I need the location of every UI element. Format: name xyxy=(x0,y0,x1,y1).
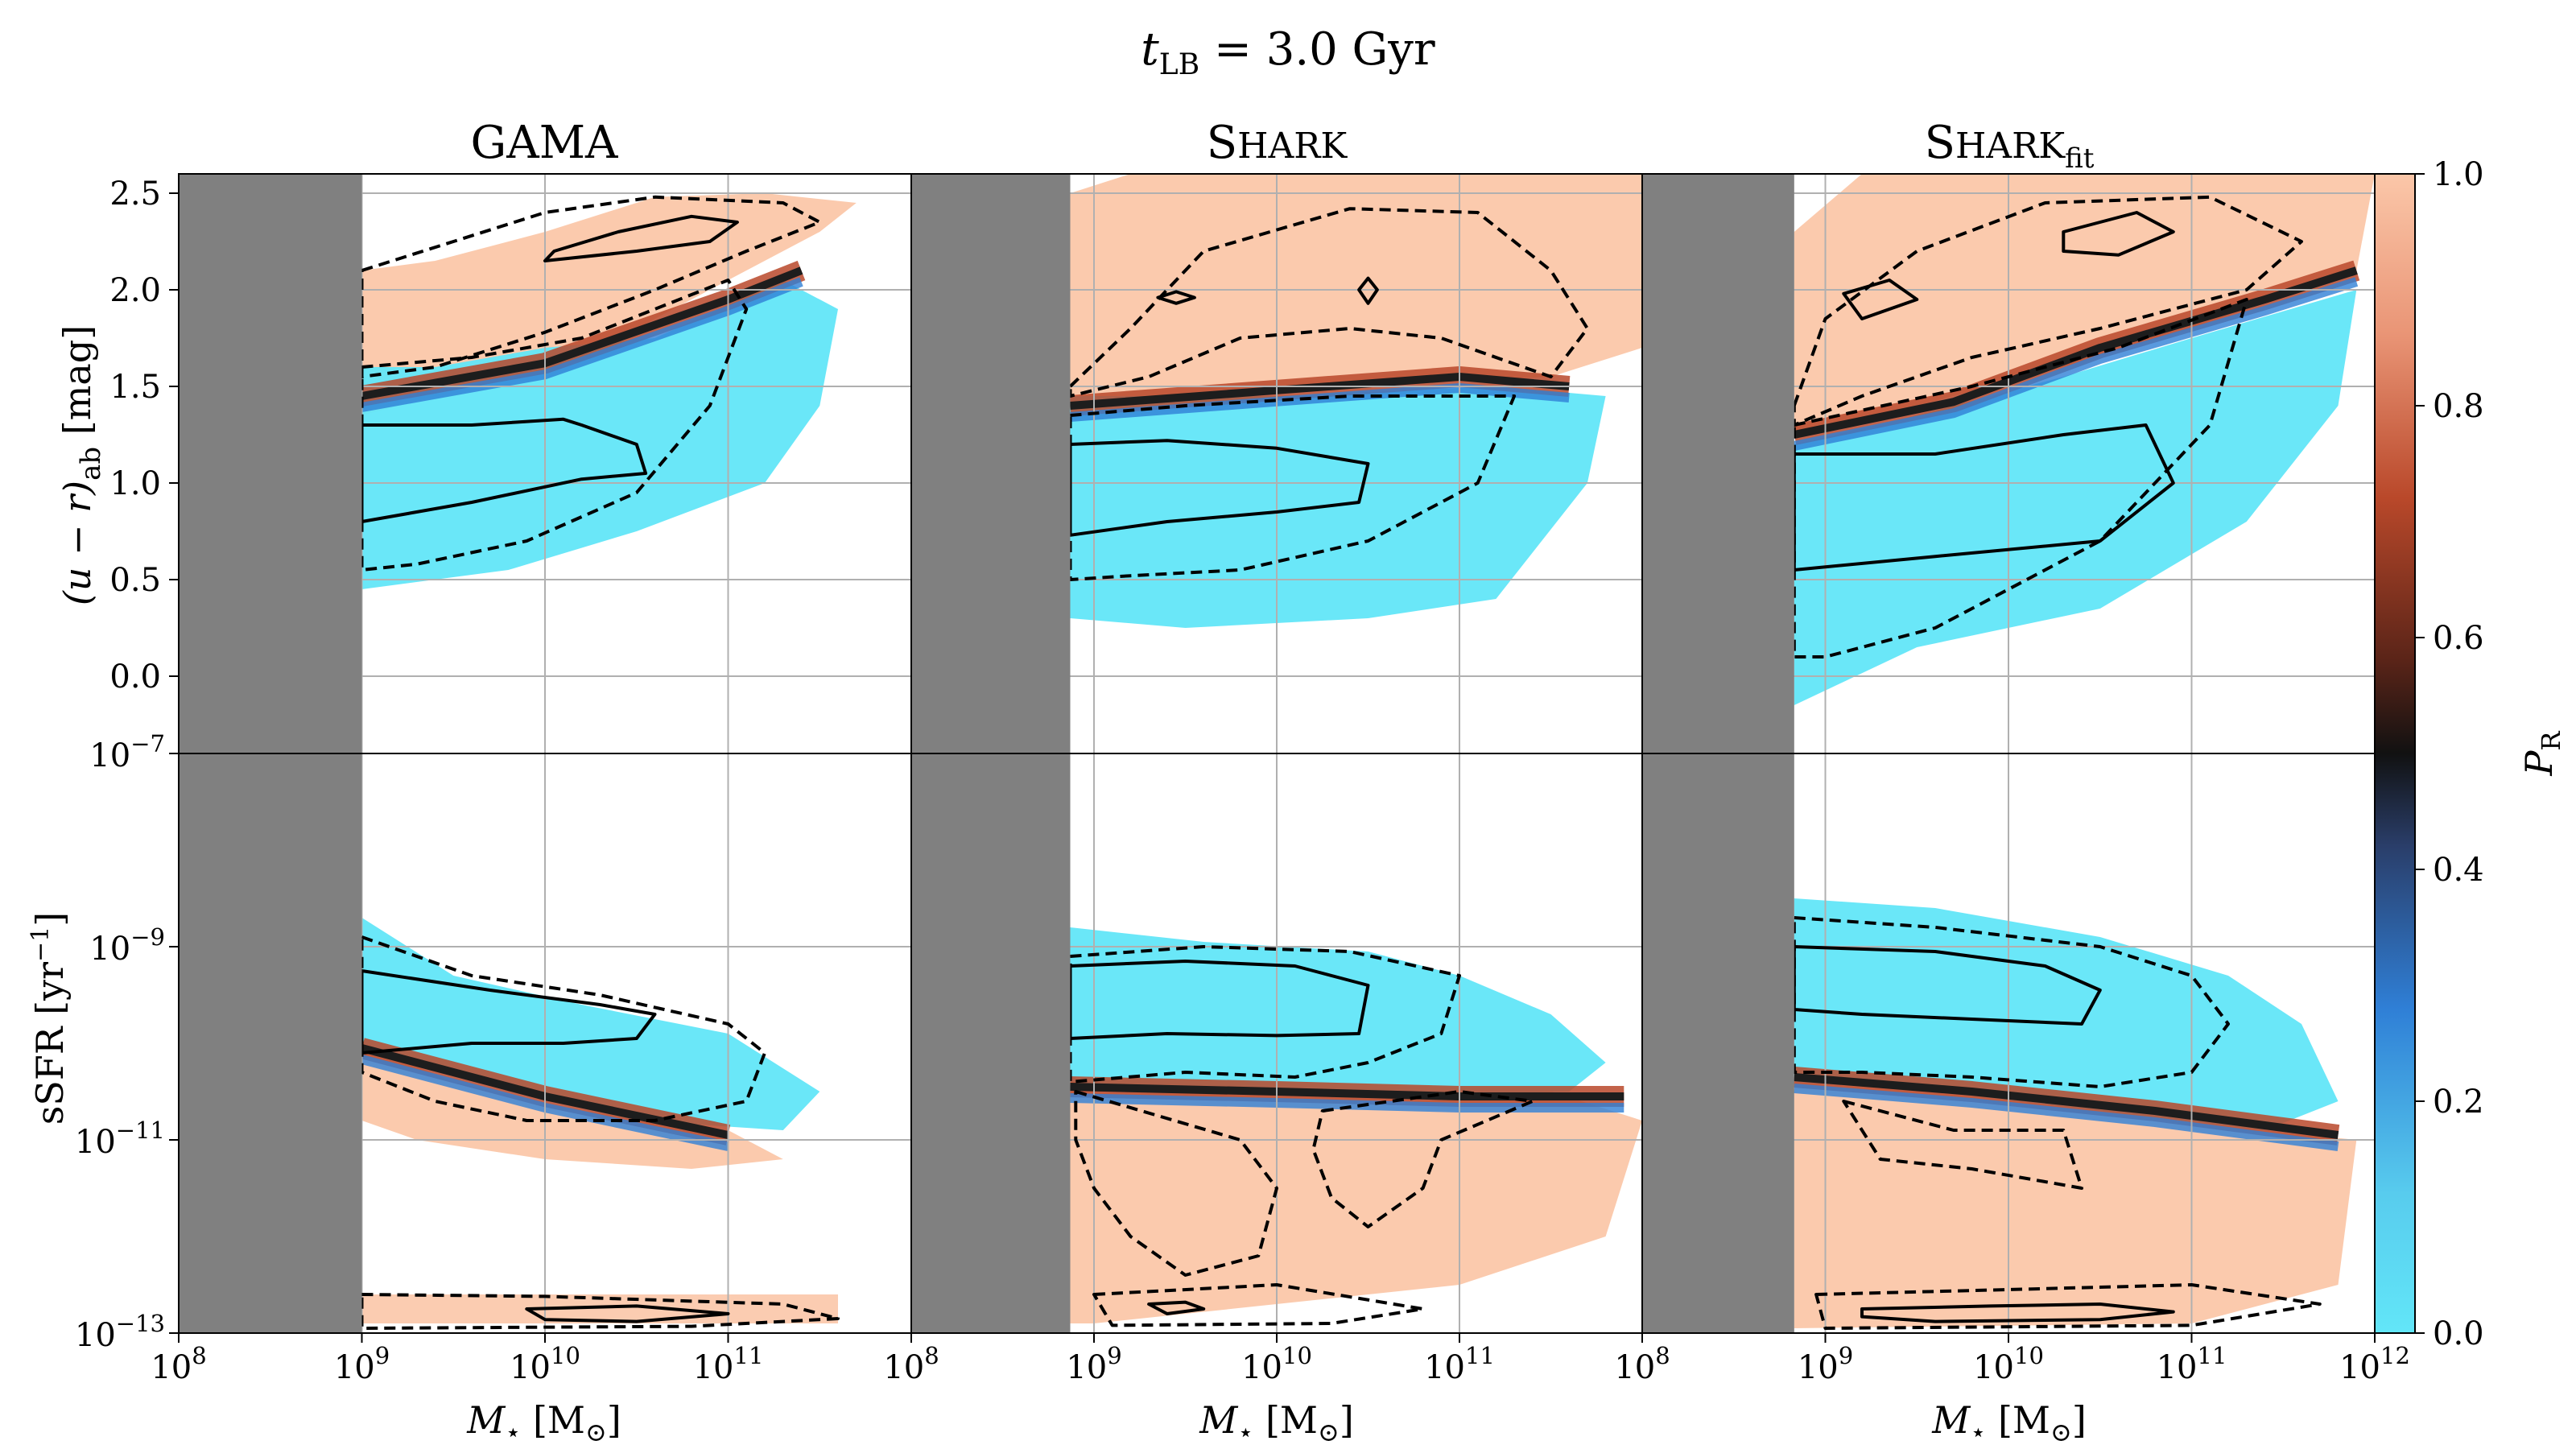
colorbar-label: PR xyxy=(2517,731,2566,777)
red-sequence-region xyxy=(1794,1082,2357,1328)
blue-cloud-region xyxy=(361,280,838,589)
contour-solid xyxy=(525,1304,730,1323)
contour-solid xyxy=(543,214,739,262)
transition-band-blue xyxy=(1070,383,1570,422)
contour-dashed xyxy=(1311,1090,1534,1228)
top-y-axis-label: (u − r)ab [mag] xyxy=(56,325,107,605)
panel-title-gama: GAMA xyxy=(471,117,619,169)
blue-cloud-region xyxy=(1794,898,2339,1130)
contour-dashed xyxy=(360,1293,840,1330)
mass-limit-mask xyxy=(1642,174,1794,753)
blue-cloud-region xyxy=(1794,290,2357,705)
colorbar-tick-label: 0.0 xyxy=(2433,1315,2484,1352)
x-tick-label: 108 xyxy=(1614,1342,1670,1386)
contour-dashed xyxy=(1792,916,2230,1088)
contour-dashed xyxy=(1842,1100,2083,1190)
top-y-tick-label: 1.5 xyxy=(109,369,161,406)
x-axis-label-1: M⋆ [M⊙] xyxy=(466,1398,621,1447)
mass-limit-mask xyxy=(1642,753,1794,1333)
mass-limit-mask xyxy=(179,174,362,753)
contour-solid xyxy=(1068,960,1370,1040)
top-y-tick-label: 2.5 xyxy=(109,175,161,213)
contour-dashed xyxy=(1792,298,2248,658)
panel-title-shark: SHARK xyxy=(1207,117,1348,169)
contour-solid xyxy=(2062,211,2175,257)
colorbar xyxy=(2374,173,2416,1334)
contour-solid xyxy=(360,417,648,523)
x-tick-label: 109 xyxy=(1798,1342,1853,1386)
panel-4 xyxy=(179,753,911,1333)
transition-band-dark xyxy=(1794,1073,2339,1139)
colorbar-tick-label: 0.2 xyxy=(2433,1084,2484,1121)
transition-band-blue xyxy=(1793,277,2359,451)
bottom-y-tick-label: 10−9 xyxy=(89,923,165,968)
top-y-tick-label: 2.0 xyxy=(109,272,161,309)
contour-dashed xyxy=(1092,1283,1425,1327)
contour-solid xyxy=(1147,1300,1206,1315)
x-tick-label: 1012 xyxy=(2339,1342,2410,1386)
x-axis-label-3: M⋆ [M⊙] xyxy=(1931,1398,2087,1447)
mass-limit-mask xyxy=(911,174,1071,753)
contour-dashed xyxy=(360,279,749,572)
contour-dashed xyxy=(360,195,822,378)
contour-solid xyxy=(1156,290,1196,305)
colorbar-tick-label: 1.0 xyxy=(2433,156,2484,193)
x-tick-label: 1010 xyxy=(1973,1342,2044,1386)
bottom-y-axis-label: sSFR [yr−1] xyxy=(27,912,72,1125)
bottom-y-tick-label: 10−13 xyxy=(75,1310,165,1354)
red-sequence-region xyxy=(1070,1082,1642,1323)
x-tick-label: 1010 xyxy=(1241,1342,1312,1386)
panel-3 xyxy=(1642,174,2375,753)
bottom-y-tick-label: 10−7 xyxy=(89,730,165,774)
contour-dashed xyxy=(1792,195,2303,427)
panel-6 xyxy=(1642,753,2375,1333)
panel-5 xyxy=(911,753,1642,1333)
transition-band-dark xyxy=(361,266,803,400)
colorbar-ticks: 0.0 0.2 0.4 0.6 0.8 1.0 xyxy=(2415,156,2484,1352)
transition-band-dark xyxy=(1070,373,1570,410)
colorbar-tick-label: 0.6 xyxy=(2433,620,2484,657)
x-tick-label: 1011 xyxy=(2157,1342,2227,1386)
transition-band-dark xyxy=(1070,1083,1624,1100)
top-y-tick-label: 0.5 xyxy=(109,562,161,599)
contour-dashed xyxy=(1814,1283,2322,1330)
x-tick-label: 1011 xyxy=(1424,1342,1495,1386)
x-tick-label: 1010 xyxy=(510,1342,580,1386)
blue-cloud-region xyxy=(1070,927,1606,1096)
x-tick-label: 1011 xyxy=(693,1342,764,1386)
panel-title-shark-fit: SHARKfit xyxy=(1925,117,2095,175)
x-tick-label: 108 xyxy=(151,1342,206,1386)
contour-solid xyxy=(1842,279,1919,320)
contour-solid xyxy=(1792,945,2102,1026)
contour-solid xyxy=(1068,439,1370,537)
contour-dashed xyxy=(1068,394,1517,581)
contour-dashed xyxy=(1074,1090,1278,1277)
contour-solid xyxy=(1792,423,2175,572)
contour-dashed xyxy=(360,935,766,1122)
figure-title: tLB = 3.0 Gyr xyxy=(1141,23,1435,81)
contour-solid xyxy=(360,969,657,1055)
x-tick-label: 108 xyxy=(883,1342,939,1386)
contour-dashed xyxy=(1068,207,1589,398)
bottom-y-tick-label: 10−11 xyxy=(75,1117,165,1161)
mass-limit-mask xyxy=(179,753,362,1333)
panel-1 xyxy=(179,174,911,753)
x-axis-label-2: M⋆ [M⊙] xyxy=(1199,1398,1354,1447)
panel-layer: 108 109 1010 1011 108 109 1010 1011 108 109 1010 10… xyxy=(75,173,2410,1386)
top-y-tick-label: 1.0 xyxy=(109,465,161,502)
x-tick-label: 109 xyxy=(334,1342,390,1386)
panel-2 xyxy=(911,174,1642,753)
top-y-tick-label: 0.0 xyxy=(109,658,161,696)
transition-band-blue xyxy=(361,277,803,412)
transition-band-blue xyxy=(1794,1084,2339,1151)
mass-limit-mask xyxy=(911,753,1071,1333)
blue-cloud-region xyxy=(1070,386,1606,628)
x-tick-label: 109 xyxy=(1066,1342,1121,1386)
colorbar-tick-label: 0.8 xyxy=(2433,388,2484,425)
contour-solid xyxy=(1357,276,1379,305)
contour-solid xyxy=(1860,1302,2175,1323)
colorbar-tick-label: 0.4 xyxy=(2433,852,2484,889)
